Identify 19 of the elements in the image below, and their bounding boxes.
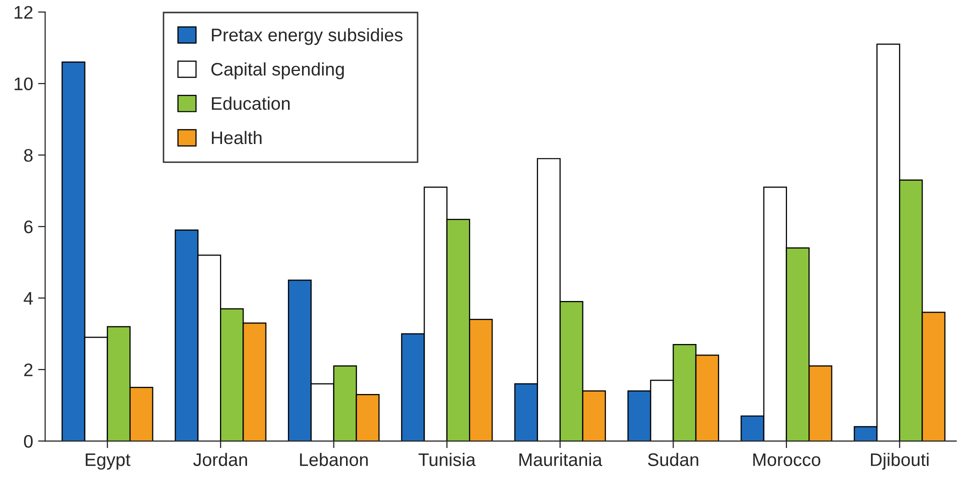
legend-label: Capital spending <box>211 62 344 80</box>
x-tick-label: Mauritania <box>519 452 602 466</box>
y-tick-label: 2 <box>24 363 32 376</box>
x-tick-label: Sudan <box>648 452 698 466</box>
y-tick-label: 10 <box>14 77 33 90</box>
legend-label: Education <box>212 96 290 110</box>
x-tick-label: Lebanon <box>300 452 368 466</box>
x-tick-label: Tunisia <box>418 452 476 466</box>
x-tick-label: Djibouti <box>870 452 928 470</box>
y-tick-label: 4 <box>24 292 33 305</box>
x-tick-label: Morocco <box>753 454 820 466</box>
x-tick-label: Jordan <box>193 452 248 466</box>
y-tick-label: 8 <box>24 148 33 162</box>
legend-label: Health <box>212 130 262 144</box>
y-tick-label: 12 <box>14 6 32 19</box>
x-tick-label: Egypt <box>86 454 130 470</box>
y-tick-label: 0 <box>24 434 33 448</box>
y-tick-label: 6 <box>24 220 33 234</box>
legend-label: Pretax energy subsidies <box>212 28 403 45</box>
